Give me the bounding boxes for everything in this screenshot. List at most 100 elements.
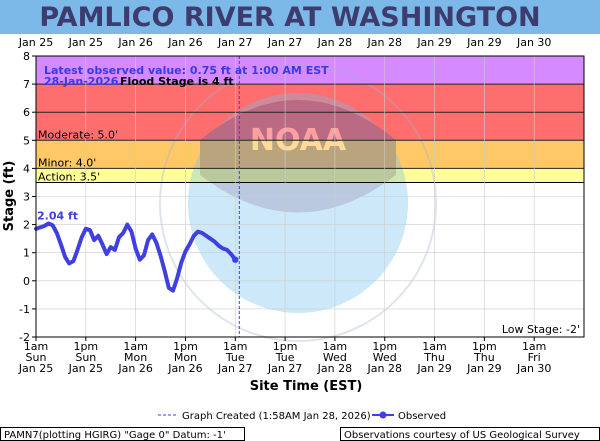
observed-point	[84, 227, 88, 231]
y-tick-label: 4	[23, 162, 30, 175]
observed-point	[221, 246, 225, 251]
observed-point	[196, 230, 200, 234]
observed-point	[63, 255, 67, 259]
first-value-label: 2.04 ft	[37, 209, 78, 222]
action-label: Action: 3.5'	[38, 170, 100, 183]
observed-point	[113, 248, 117, 252]
x-tick-day: Fri	[528, 351, 541, 364]
x-tick-date: Jan 26	[167, 362, 202, 375]
x-tick-day: Tue	[225, 351, 245, 364]
legend-observed-label: Observed	[398, 411, 446, 422]
chart-title: PAMLICO RIVER AT WASHINGTON	[39, 2, 540, 33]
observed-point	[163, 269, 167, 273]
x-tick-time: 1am	[223, 340, 247, 353]
x-tick-date: Jan 30	[516, 362, 551, 375]
x-tick-date: Jan 28	[367, 362, 402, 375]
y-tick-label: 7	[23, 78, 30, 91]
observed-point	[125, 223, 129, 227]
x-tick-day: Mon	[124, 351, 147, 364]
observed-point	[171, 289, 175, 293]
x-tick-date: Jan 27	[267, 362, 302, 375]
observed-point	[92, 238, 96, 242]
footer-datum-text: PAMN7(plotting HGIRG) "Gage 0" Datum: -1…	[4, 430, 226, 441]
observed-point	[67, 261, 71, 265]
x-tick-time: 1am	[422, 340, 446, 353]
y-tick-label: 1	[23, 247, 30, 260]
observed-point	[80, 235, 84, 239]
top-tick-label: Jan 27	[217, 36, 252, 49]
band-major	[36, 56, 584, 85]
moderate-label: Moderate: 5.0'	[38, 128, 118, 141]
x-tick-time: 1pm	[472, 340, 497, 353]
observed-point	[88, 228, 92, 232]
observed-point	[96, 234, 100, 238]
observed-point	[138, 258, 142, 262]
observed-point	[154, 241, 158, 245]
x-tick-time: 1pm	[73, 340, 98, 353]
x-tick-day: Mon	[174, 351, 197, 364]
y-axis-title: Stage (ft)	[2, 161, 17, 232]
x-tick-time: 1am	[522, 340, 546, 353]
top-tick-label: Jan 26	[117, 36, 152, 49]
observed-point	[100, 242, 105, 246]
x-tick-date: Jan 25	[68, 362, 103, 375]
top-tick-label: Jan 30	[516, 36, 551, 49]
observed-point	[46, 221, 51, 226]
observed-point	[71, 259, 75, 263]
observed-point	[142, 253, 146, 258]
observed-point	[129, 230, 134, 234]
flood-stage-note: Flood Stage is 4 ft	[120, 75, 234, 88]
watermark-bird	[200, 100, 396, 213]
observed-point	[134, 246, 138, 251]
top-tick-label: Jan 28	[317, 36, 352, 49]
x-tick-date: Jan 26	[117, 362, 152, 375]
top-tick-label: Jan 26	[167, 36, 202, 49]
observed-point	[104, 252, 109, 256]
band-action	[36, 168, 584, 183]
legend-observed-marker	[379, 411, 387, 419]
y-tick-label: 3	[23, 191, 30, 204]
observed-point	[109, 245, 113, 249]
x-tick-time: 1am	[24, 340, 48, 353]
y-tick-label: 2	[23, 219, 30, 232]
title-bar	[0, 0, 600, 34]
x-tick-time: 1pm	[273, 340, 298, 353]
observed-point	[175, 276, 179, 280]
y-tick-label: -2	[19, 331, 30, 344]
observed-point	[192, 234, 196, 238]
y-tick-label: 8	[23, 50, 30, 63]
x-tick-date: Jan 27	[217, 362, 252, 375]
x-tick-day: Sun	[75, 351, 96, 364]
watermark-outer-ring	[159, 64, 437, 342]
x-tick-date: Jan 28	[317, 362, 352, 375]
observed-point	[183, 249, 188, 253]
y-tick-label: 6	[23, 106, 30, 119]
legend-graph-created-label: Graph Created (1:58AM Jan 28, 2026)	[182, 411, 371, 422]
observed-point	[204, 234, 208, 238]
x-tick-date: Jan 29	[466, 362, 501, 375]
observed-point	[188, 242, 192, 246]
watermark-disc	[188, 93, 408, 313]
observed-point	[38, 225, 42, 230]
observed-point	[117, 235, 121, 239]
x-tick-day: Wed	[373, 351, 397, 364]
x-tick-time: 1am	[123, 340, 147, 353]
top-tick-label: Jan 28	[367, 36, 402, 49]
y-tick-label: -1	[19, 303, 30, 316]
x-tick-day: Wed	[323, 351, 347, 364]
observed-point	[217, 244, 221, 248]
observed-point	[158, 253, 163, 258]
observed-point	[225, 248, 229, 252]
x-tick-date: Jan 29	[416, 362, 451, 375]
latest-observed-line2: 28-Jan-2026.	[44, 75, 123, 88]
low-stage-label: Low Stage: -2'	[502, 323, 580, 336]
footer-courtesy-text: Observations courtesy of US Geological S…	[344, 430, 580, 441]
observed-point	[59, 242, 63, 246]
x-tick-day: Thu	[423, 351, 445, 364]
observed-point	[55, 231, 59, 235]
x-axis-title: Site Time (EST)	[250, 379, 363, 394]
observed-point	[75, 248, 80, 252]
observed-point	[146, 238, 150, 242]
